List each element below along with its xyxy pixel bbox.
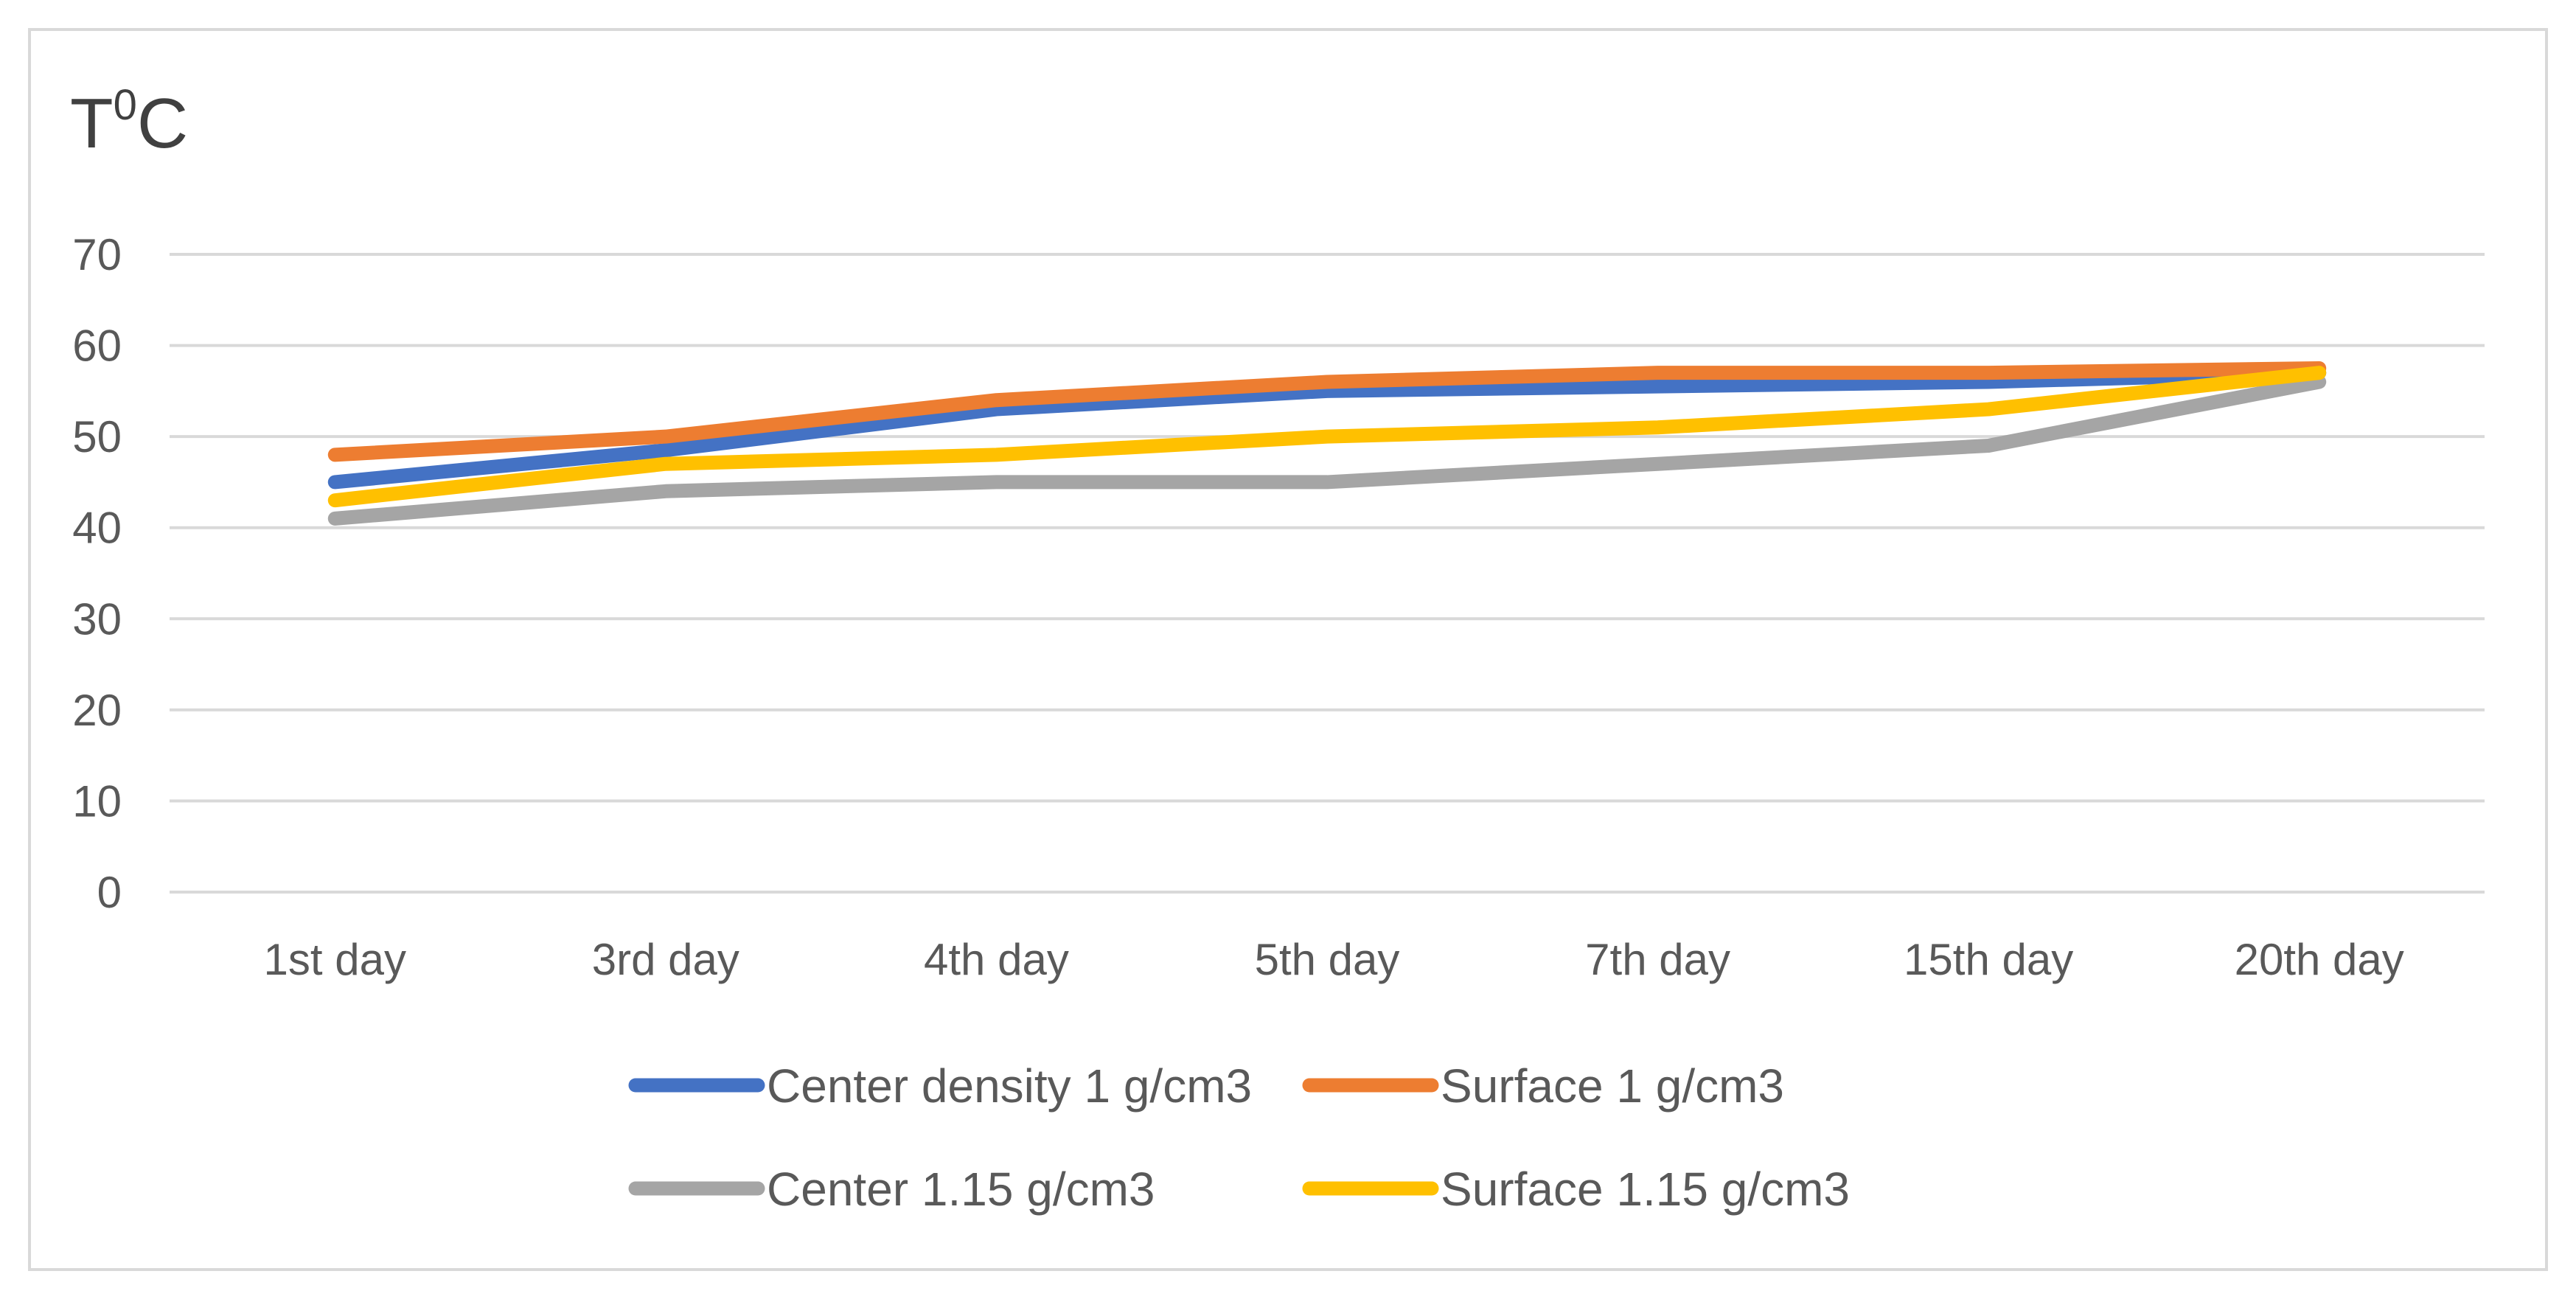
x-tick-label: 15th day <box>1904 935 2073 984</box>
x-tick-label: 7th day <box>1585 935 1730 984</box>
series-line-4 <box>327 366 2327 508</box>
legend-label: Center 1.15 g/cm3 <box>767 1163 1155 1216</box>
x-tick-label: 3rd day <box>592 935 739 984</box>
series-lines <box>327 361 2327 526</box>
legend-label: Surface 1.15 g/cm3 <box>1441 1163 1850 1216</box>
legend-label: Center density 1 g/cm3 <box>767 1059 1252 1113</box>
x-tick-label: 20th day <box>2235 935 2404 984</box>
series-line-3 <box>327 375 2327 526</box>
y-axis-ticks: 0 10 20 30 40 50 60 70 <box>72 230 122 917</box>
chart-frame <box>28 28 2548 1271</box>
x-tick-label: 4th day <box>924 935 1069 984</box>
series-line-1 <box>327 366 2327 490</box>
legend-item: Center 1.15 g/cm3 <box>628 1163 1155 1216</box>
series-line-2 <box>327 361 2327 462</box>
y-tick-label: 0 <box>97 868 122 917</box>
legend: Center density 1 g/cm3 Surface 1 g/cm3 Cen… <box>628 1059 1850 1216</box>
legend-item: Center density 1 g/cm3 <box>628 1059 1252 1113</box>
y-tick-label: 50 <box>72 412 122 462</box>
x-tick-label: 1st day <box>264 935 406 984</box>
y-tick-label: 10 <box>72 776 122 826</box>
y-tick-label: 60 <box>72 321 122 371</box>
legend-item: Surface 1.15 g/cm3 <box>1302 1163 1850 1216</box>
y-tick-label: 40 <box>72 504 122 553</box>
legend-item: Surface 1 g/cm3 <box>1302 1059 1784 1113</box>
x-axis-ticks: 1st day 3rd day 4th day 5th day 7th day 15th … <box>264 935 2404 984</box>
y-tick-label: 30 <box>72 594 122 644</box>
y-tick-label: 20 <box>72 686 122 735</box>
y-tick-label: 70 <box>72 230 122 279</box>
gridlines <box>170 253 2485 894</box>
x-tick-label: 5th day <box>1255 935 1400 984</box>
chart-title: T0C <box>70 81 188 163</box>
legend-label: Surface 1 g/cm3 <box>1441 1059 1784 1113</box>
